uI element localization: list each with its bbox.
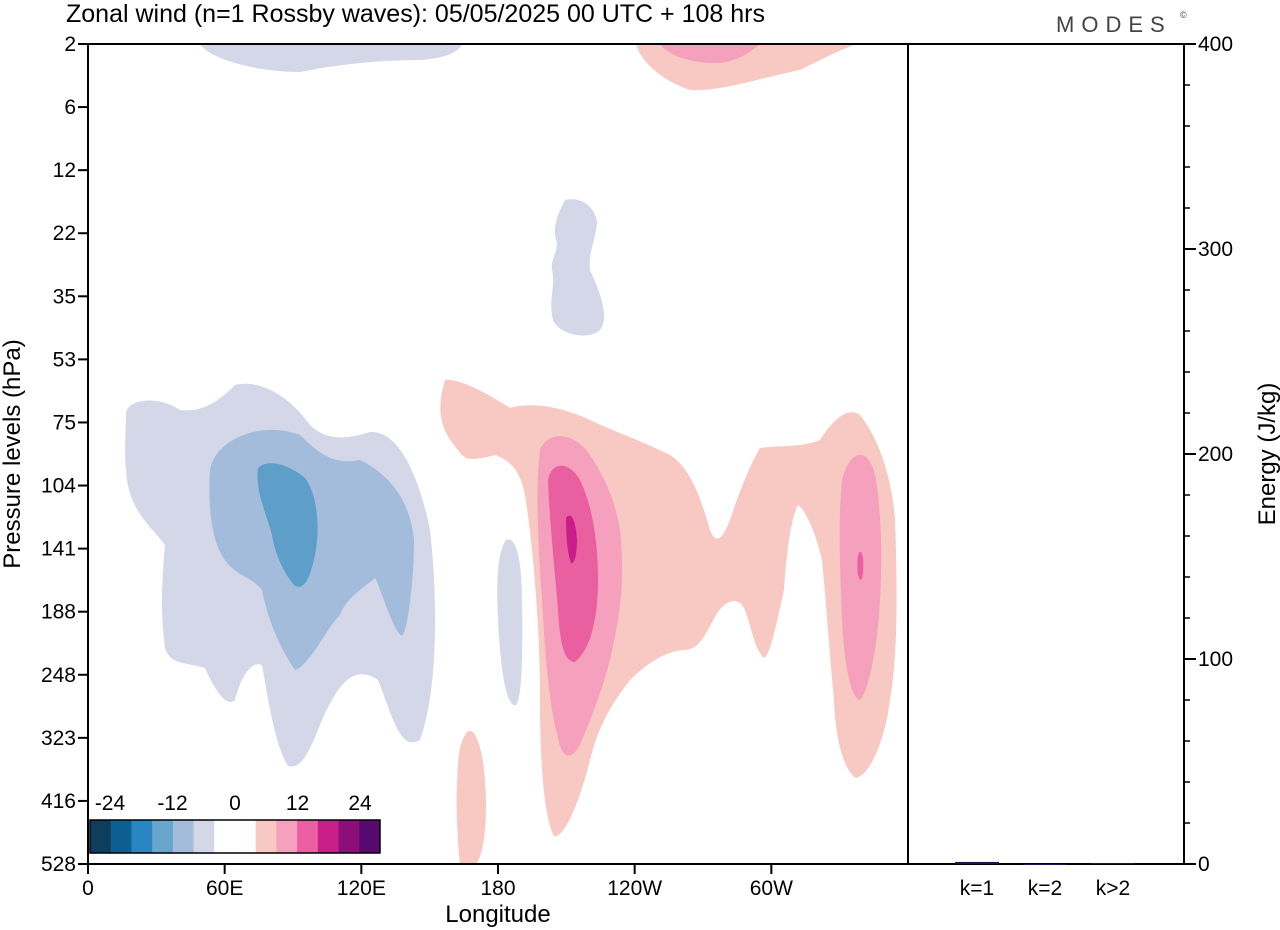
y-tick-label: 2 [64, 33, 76, 56]
energy-axis-label: Energy (J/kg) [1254, 383, 1280, 526]
y-tick-label: 141 [41, 538, 76, 561]
colorbar-swatch [172, 820, 195, 853]
contour-neg-3-strat [551, 199, 605, 336]
colorbar-swatch [276, 820, 298, 853]
y-tick-label: 53 [53, 348, 76, 371]
x-tick-label: 60E [206, 877, 243, 900]
energy-bar [1023, 864, 1067, 865]
y-tick-label: 188 [41, 601, 76, 624]
y-tick-label: 104 [41, 475, 76, 498]
x-axis: 0 60E 120E 180 120W 60W [82, 864, 793, 900]
colorbar-swatch [214, 820, 236, 853]
energy-tick-label: 100 [1198, 648, 1233, 671]
colorbar-tick-label: 0 [229, 792, 241, 815]
contour-pos-3-low [456, 730, 486, 864]
y-axis-label: Pressure levels (hPa) [0, 339, 26, 568]
colorbar-swatch [255, 820, 277, 853]
chart-title: Zonal wind (n=1 Rossby waves): 05/05/202… [66, 0, 765, 28]
brand-logo: MODES [1056, 12, 1172, 37]
y-tick-label: 22 [53, 222, 76, 245]
colorbar-swatch [235, 820, 257, 853]
y-tick-label: 12 [53, 159, 76, 182]
energy-bar [1091, 862, 1135, 864]
colorbar-swatch [131, 820, 153, 853]
main-plot: -24 -12 0 12 24 0 60E 120E 180 120W 60W 2 6 12 22 35 5… [0, 33, 909, 928]
y-tick-label: 35 [53, 285, 76, 308]
x-tick-label: 120E [337, 877, 386, 900]
y-tick-label: 75 [53, 411, 76, 434]
colorbar-swatch [297, 820, 319, 853]
x-tick-label: 60W [750, 877, 793, 900]
colorbar-swatch [193, 820, 215, 853]
energy-category-label: k=2 [1028, 877, 1062, 900]
contour-pos-16 [566, 515, 577, 564]
energy-category-label: k=1 [960, 877, 994, 900]
energy-tick-label: 0 [1198, 853, 1210, 876]
contour-neg-3-top [200, 44, 462, 72]
contour-pos-12-east [857, 551, 864, 580]
x-tick-label: 120W [607, 877, 662, 900]
energy-bars: k=1 k=2 k>2 [955, 861, 1135, 900]
colorbar-swatch [110, 820, 132, 853]
energy-tick-label: 400 [1198, 33, 1233, 56]
contour-field: -24 -12 0 12 24 [89, 44, 897, 864]
y-tick-label: 323 [41, 727, 76, 750]
colorbar-tick-label: -12 [157, 792, 187, 815]
y-tick-label: 416 [41, 790, 76, 813]
colorbar-frame [89, 819, 381, 854]
y-axis: 2 6 12 22 35 53 75 104 141 188 248 323 416 528 [41, 33, 88, 876]
energy-tick-label: 200 [1198, 443, 1233, 466]
contour-neg-12 [257, 463, 318, 587]
y-tick-label: 528 [41, 853, 76, 876]
colorbar-swatch [317, 820, 340, 853]
contour-neg-3-narrow [497, 539, 523, 706]
brand-mark: © [1180, 10, 1187, 20]
colorbar-tick-label: 12 [286, 792, 309, 815]
energy-plot: k=1 k=2 k>2 0 100 200 300 400 Energy (J/kg) [908, 33, 1280, 900]
energy-category-label: k>2 [1096, 877, 1130, 900]
colorbar-swatch [359, 820, 381, 853]
y-tick-label: 248 [41, 664, 76, 687]
colorbar-swatch [152, 820, 174, 853]
colorbar-tick-label: 24 [348, 792, 372, 815]
x-tick-label: 180 [480, 877, 515, 900]
energy-bar [955, 861, 999, 864]
colorbar-swatch [338, 820, 360, 853]
x-axis-label: Longitude [445, 901, 550, 928]
energy-tick-label: 300 [1198, 238, 1233, 261]
colorbar: -24 -12 0 12 24 [89, 786, 381, 854]
energy-y-axis: 0 100 200 300 400 [1184, 33, 1233, 876]
contour-pos-6-top [660, 44, 760, 64]
x-tick-label: 0 [82, 877, 94, 900]
y-tick-label: 6 [64, 96, 76, 119]
colorbar-swatch [90, 820, 112, 853]
colorbar-tick-label: -24 [95, 792, 126, 815]
contour-pos-12 [548, 465, 598, 662]
